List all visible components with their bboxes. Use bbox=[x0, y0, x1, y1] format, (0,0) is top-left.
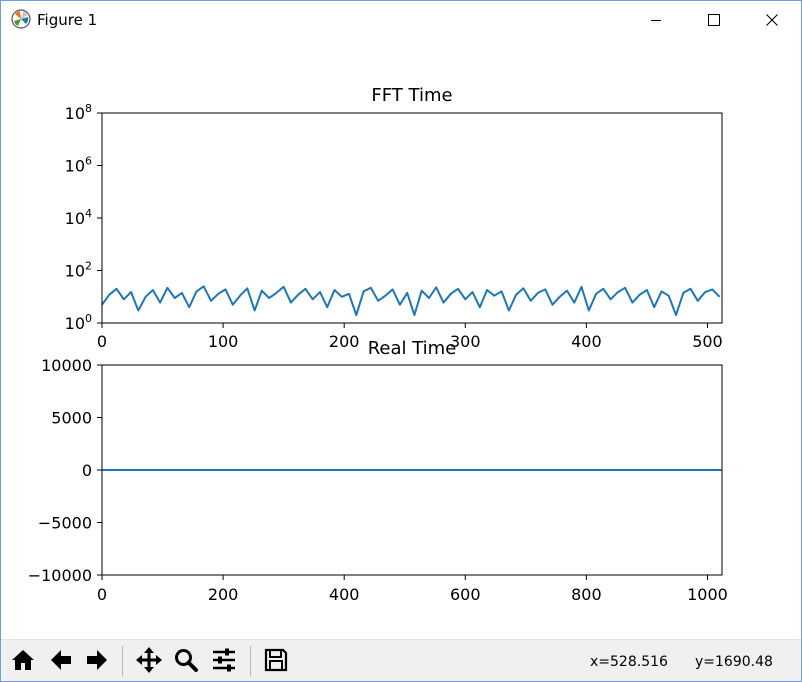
matplotlib-app-icon bbox=[11, 9, 31, 29]
fft-axes-frame bbox=[101, 112, 723, 324]
real-title: Real Time bbox=[368, 338, 457, 359]
maximize-button[interactable] bbox=[685, 1, 743, 39]
back-arrow-icon bbox=[51, 650, 71, 670]
real-x-tick-label: 400 bbox=[329, 585, 360, 604]
window-title: Figure 1 bbox=[37, 11, 98, 29]
forward-button[interactable] bbox=[81, 644, 113, 676]
save-button[interactable] bbox=[260, 644, 292, 676]
real-y-tick-label: 5000 bbox=[51, 409, 92, 428]
zoom-button[interactable] bbox=[170, 644, 202, 676]
configure-subplots-icon bbox=[213, 648, 235, 672]
save-icon bbox=[264, 648, 288, 672]
real-y-tick-label: −10000 bbox=[28, 566, 92, 585]
figure-svg: FFT Time 100 102 104 106 108 0 100 200 300 400 50… bbox=[28, 85, 728, 604]
fft-series-line bbox=[101, 285, 721, 317]
home-icon bbox=[12, 650, 34, 670]
fft-y-ticks: 100 102 104 106 108 bbox=[65, 102, 102, 333]
real-y-tick-label: 0 bbox=[82, 461, 92, 480]
real-x-tick-label: 1000 bbox=[687, 585, 728, 604]
toolbar-separator bbox=[250, 646, 251, 676]
fft-y-tick-label: 104 bbox=[65, 207, 92, 228]
cursor-x-readout: x=528.516 bbox=[590, 654, 668, 670]
real-x-tick-label: 600 bbox=[450, 585, 481, 604]
zoom-icon bbox=[175, 649, 198, 672]
fft-x-tick-label: 300 bbox=[450, 332, 481, 351]
pan-button[interactable] bbox=[133, 644, 165, 676]
real-y-ticks: 10000 5000 0 −5000 −10000 bbox=[28, 356, 102, 585]
forward-arrow-icon bbox=[87, 650, 107, 670]
pan-icon bbox=[136, 647, 162, 673]
maximize-icon bbox=[708, 14, 720, 26]
cursor-y-readout: y=1690.48 bbox=[695, 654, 773, 670]
configure-subplots-button[interactable] bbox=[208, 644, 240, 676]
real-y-tick-label: −5000 bbox=[38, 514, 92, 533]
real-y-tick-label: 10000 bbox=[41, 356, 92, 375]
close-icon bbox=[766, 14, 778, 26]
navigation-toolbar: x=528.516 y=1690.48 bbox=[1, 639, 801, 681]
back-button[interactable] bbox=[45, 644, 77, 676]
fft-x-ticks: 0 100 200 300 400 500 bbox=[97, 323, 723, 351]
real-x-tick-label: 800 bbox=[571, 585, 602, 604]
fft-x-tick-label: 0 bbox=[97, 332, 107, 351]
home-button[interactable] bbox=[7, 644, 39, 676]
fft-x-tick-label: 200 bbox=[329, 332, 360, 351]
fft-y-tick-label: 106 bbox=[65, 155, 92, 176]
fft-x-tick-label: 500 bbox=[692, 332, 723, 351]
fft-y-tick-label: 108 bbox=[65, 102, 92, 123]
title-bar[interactable]: Figure 1 bbox=[1, 1, 801, 39]
real-x-tick-label: 200 bbox=[208, 585, 239, 604]
real-x-ticks: 0 200 400 600 800 1000 bbox=[97, 575, 728, 604]
minimize-icon bbox=[651, 20, 661, 21]
fft-axes: FFT Time 100 102 104 106 108 0 100 200 300 400 50… bbox=[65, 85, 723, 351]
fft-title: FFT Time bbox=[371, 85, 452, 106]
close-button[interactable] bbox=[743, 1, 801, 39]
fft-y-tick-label: 102 bbox=[65, 260, 92, 281]
real-x-tick-label: 0 bbox=[97, 585, 107, 604]
minimize-button[interactable] bbox=[627, 1, 685, 39]
toolbar-separator bbox=[122, 646, 123, 676]
fft-x-tick-label: 400 bbox=[571, 332, 602, 351]
fft-y-tick-label: 100 bbox=[65, 312, 92, 333]
figure-canvas[interactable]: FFT Time 100 102 104 106 108 0 100 200 300 400 50… bbox=[1, 39, 801, 639]
fft-x-tick-label: 100 bbox=[208, 332, 239, 351]
real-axes-frame bbox=[101, 364, 723, 576]
